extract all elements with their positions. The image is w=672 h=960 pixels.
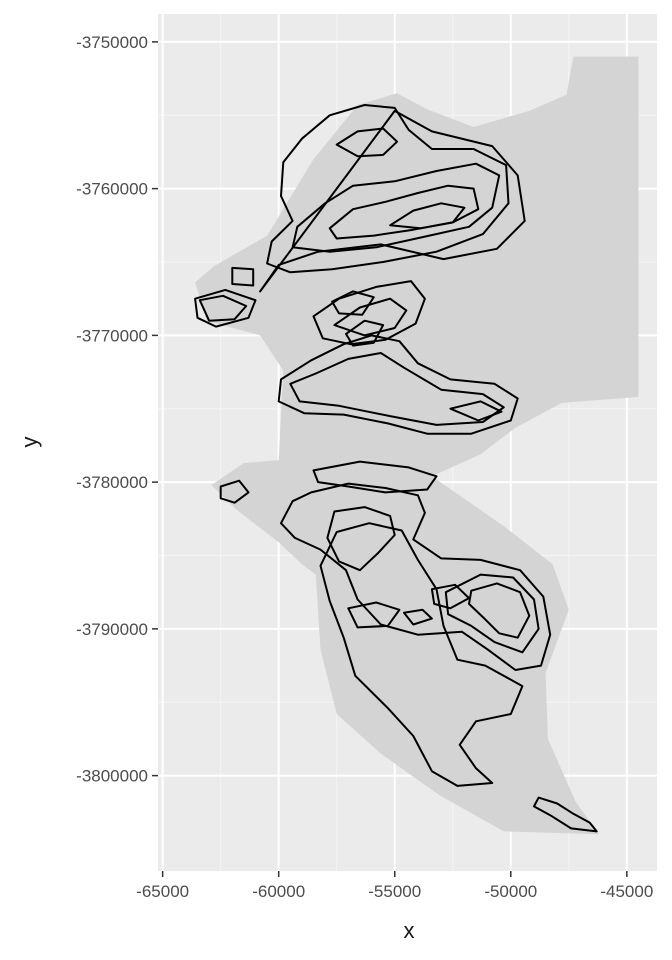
y-tick-label: -3800000	[76, 767, 148, 786]
contour-line	[326, 506, 396, 572]
y-tick-label: -3770000	[76, 326, 148, 345]
contour-line	[403, 608, 433, 626]
y-tick-label: -3760000	[76, 180, 148, 199]
x-axis-title: x	[404, 918, 415, 943]
contour-line	[430, 583, 470, 610]
contour-line	[198, 294, 248, 322]
y-tick-label: -3750000	[76, 33, 148, 52]
contour-line	[219, 479, 250, 504]
contour-line	[312, 460, 438, 494]
contour-line	[231, 266, 255, 287]
contour-line	[194, 288, 257, 328]
contour-line	[347, 601, 401, 629]
x-tick-label: -50000	[484, 882, 537, 901]
contour-line	[289, 352, 505, 426]
hillshade-raster	[195, 56, 639, 835]
contour-line	[449, 400, 503, 422]
major-gridlines	[158, 14, 657, 871]
y-axis: -3750000 -3760000 -3770000 -3780000 -3790000…	[76, 33, 158, 786]
contour-line	[345, 319, 385, 347]
contour-line	[319, 522, 524, 787]
contour-line	[259, 109, 526, 293]
contour-line	[468, 582, 531, 639]
contour-line	[389, 202, 466, 230]
contour-lines	[194, 104, 598, 833]
contour-line	[280, 482, 552, 671]
contour-line	[335, 127, 399, 158]
x-tick-label: -65000	[136, 882, 189, 901]
contour-line	[331, 290, 375, 316]
x-tick-label: -60000	[252, 882, 305, 901]
contour-line	[277, 334, 519, 435]
x-axis: -65000 -60000 -55000 -50000 -45000	[136, 871, 653, 901]
contour-line	[291, 162, 501, 253]
y-axis-title: y	[17, 437, 42, 448]
contour-line	[333, 297, 408, 337]
hillshade-extent	[195, 56, 639, 835]
contour-line	[328, 184, 480, 240]
x-tick-label: -55000	[368, 882, 421, 901]
contour-line	[533, 796, 598, 833]
y-tick-label: -3780000	[76, 473, 148, 492]
y-tick-label: -3790000	[76, 620, 148, 639]
x-tick-label: -45000	[600, 882, 653, 901]
contour-line	[444, 573, 540, 654]
